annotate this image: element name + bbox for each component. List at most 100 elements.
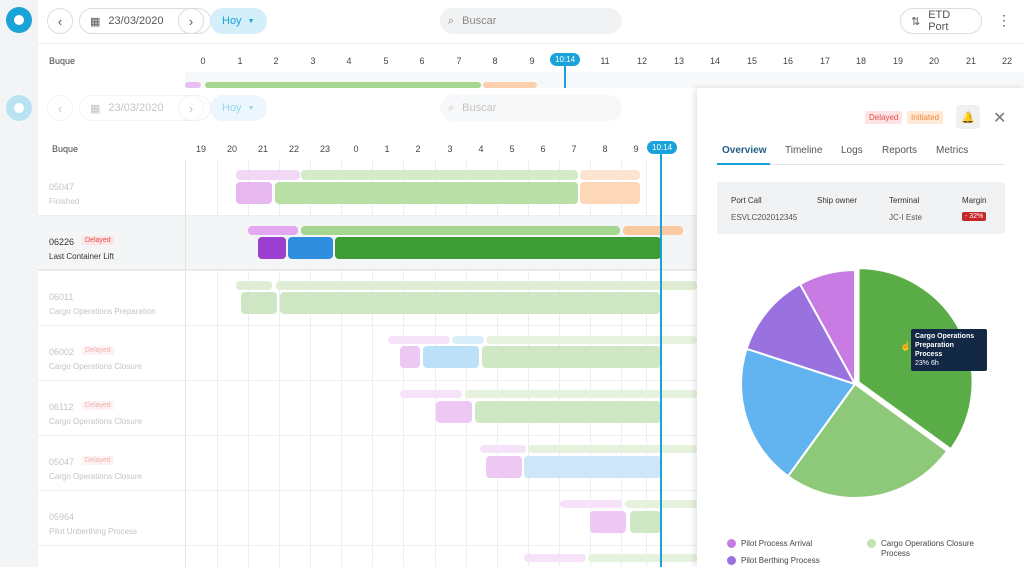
hour-label: 16: [782, 56, 793, 66]
status-badge: Delayed: [82, 236, 114, 245]
status-badge: Delayed: [82, 456, 114, 465]
hour-label-inner: 19: [195, 144, 206, 154]
margin-value-badge: - 32%: [962, 212, 987, 221]
hour-label: 18: [855, 56, 866, 66]
legend-label: Cargo Operations Closure Process: [881, 539, 974, 558]
chevron-right-icon: ›: [188, 13, 194, 29]
hour-label: 4: [346, 56, 352, 66]
hour-label: 1: [237, 56, 243, 66]
vessel-column-header: Buque: [49, 56, 76, 66]
hour-label-inner: 2: [415, 144, 421, 154]
hour-label: 3: [310, 56, 316, 66]
info-header-margin: Margin: [962, 196, 987, 205]
current-time-line-top: [564, 66, 566, 88]
hour-label-inner: 9: [633, 144, 639, 154]
hour-label: 9: [529, 56, 535, 66]
status-badge: Delayed: [82, 401, 114, 410]
search-icon: ⌕: [448, 14, 455, 27]
vessel-row-id[interactable]: 05964: [49, 512, 75, 522]
hand-cursor-icon: ☝: [900, 341, 912, 351]
today-button[interactable]: Hoy ▼: [210, 8, 267, 34]
vessel-row-phase: Cargo Operations Closure: [49, 362, 142, 371]
hour-label-inner: 22: [288, 144, 299, 154]
hour-label-inner: 3: [447, 144, 453, 154]
status-delayed-badge: Delayed: [865, 111, 903, 124]
tab-logs[interactable]: Logs: [841, 145, 863, 156]
hour-label: 2: [273, 56, 279, 66]
vessel-row-phase: Cargo Operations Preparation: [49, 307, 156, 316]
search-input-shadow: ⌕ Buscar: [440, 95, 622, 121]
task-bar-cargo-operations[interactable]: [335, 237, 661, 259]
vessel-row-id[interactable]: 06002: [49, 347, 75, 357]
etd-label: ETD Port: [928, 9, 951, 33]
hour-label-inner: 8: [602, 144, 608, 154]
close-icon[interactable]: ✕: [993, 110, 1007, 127]
vessel-column-header-inner: Buque: [52, 144, 79, 154]
hour-label: 7: [456, 56, 462, 66]
status-badge: Delayed: [82, 346, 114, 355]
hour-label: 5: [383, 56, 389, 66]
vessel-row-phase: Cargo Operations Closure: [49, 472, 142, 481]
date-value: 23/03/2020: [108, 15, 164, 27]
info-header-terminal: Terminal: [889, 196, 920, 205]
hour-label-inner: 20: [226, 144, 237, 154]
task-bar-pilot-arrival[interactable]: [258, 237, 286, 259]
hour-label: 13: [673, 56, 684, 66]
prev-day-button[interactable]: ‹: [47, 8, 73, 34]
legend-label: Pilot Berthing Process: [741, 556, 820, 565]
info-header-port-call: Port Call: [731, 196, 762, 205]
vessel-row-id[interactable]: 06112: [49, 402, 74, 412]
vessel-row-id[interactable]: 06011: [49, 292, 74, 302]
hour-label: 6: [419, 56, 425, 66]
vessel-row-phase: Cargo Operations Closure: [49, 417, 142, 426]
legend-swatch: [867, 539, 876, 548]
vessel-row-phase: Pilot Unberthing Process: [49, 527, 138, 536]
hour-label-inner: 21: [257, 144, 268, 154]
caret-down-icon: ▼: [247, 17, 255, 25]
search-input[interactable]: ⌕ Buscar: [440, 8, 622, 34]
pie-slice[interactable]: [786, 382, 949, 499]
terminal-value: JC-I Este: [889, 213, 922, 222]
hour-label: 17: [819, 56, 830, 66]
legend-pilot-arrival: Pilot Process Arrival: [727, 539, 812, 549]
app-logo-shadow: [6, 95, 32, 121]
today-label: Hoy: [222, 15, 242, 27]
tab-reports[interactable]: Reports: [882, 145, 918, 156]
hour-label: 15: [746, 56, 757, 66]
pie-slice[interactable]: [740, 347, 857, 478]
vessel-row-id[interactable]: 05047: [49, 457, 75, 467]
chevron-left-icon: ‹: [57, 13, 63, 29]
today-button-shadow: Hoy ▼: [210, 95, 267, 121]
tab-overview[interactable]: Overview: [722, 145, 767, 156]
pie-slice[interactable]: [798, 268, 856, 385]
current-time-line: [660, 153, 662, 567]
app-logo[interactable]: [6, 7, 32, 33]
legend-label: Pilot Process Arrival: [741, 539, 813, 548]
pie-tooltip: Cargo Operations Preparation Process 23%…: [911, 329, 987, 371]
etd-port-sort-button[interactable]: ⇅ ETD Port: [900, 8, 982, 34]
bell-icon[interactable]: 🔔: [956, 105, 980, 129]
calendar-icon: ▦: [90, 15, 101, 28]
tooltip-value: 23% 6h: [915, 360, 939, 367]
vessel-row-id[interactable]: 06226: [49, 237, 75, 247]
legend-pilot-berthing: Pilot Berthing Process: [727, 556, 820, 566]
hour-label-inner: 6: [540, 144, 546, 154]
hour-label: 22: [1001, 56, 1012, 66]
vessel-row-id[interactable]: 05047: [49, 182, 75, 192]
hour-label: 14: [709, 56, 720, 66]
legend-swatch: [727, 539, 736, 548]
top-row-strip: [185, 72, 1024, 88]
next-day-button[interactable]: ›: [178, 8, 204, 34]
port-call-value: ESVLC202012345: [731, 213, 798, 222]
tab-metrics[interactable]: Metrics: [936, 145, 969, 156]
task-bar-pilot-berthing[interactable]: [288, 237, 333, 259]
pie-slice[interactable]: [745, 282, 858, 386]
tab-timeline[interactable]: Timeline: [785, 145, 823, 156]
more-options-icon[interactable]: ⋮: [997, 12, 1011, 28]
hour-label-inner: 0: [353, 144, 359, 154]
current-time-pill: 10:14: [647, 141, 678, 154]
sort-icon: ⇅: [911, 15, 921, 28]
hour-label: 12: [636, 56, 647, 66]
hour-label: 20: [928, 56, 939, 66]
hour-label-inner: 7: [571, 144, 577, 154]
